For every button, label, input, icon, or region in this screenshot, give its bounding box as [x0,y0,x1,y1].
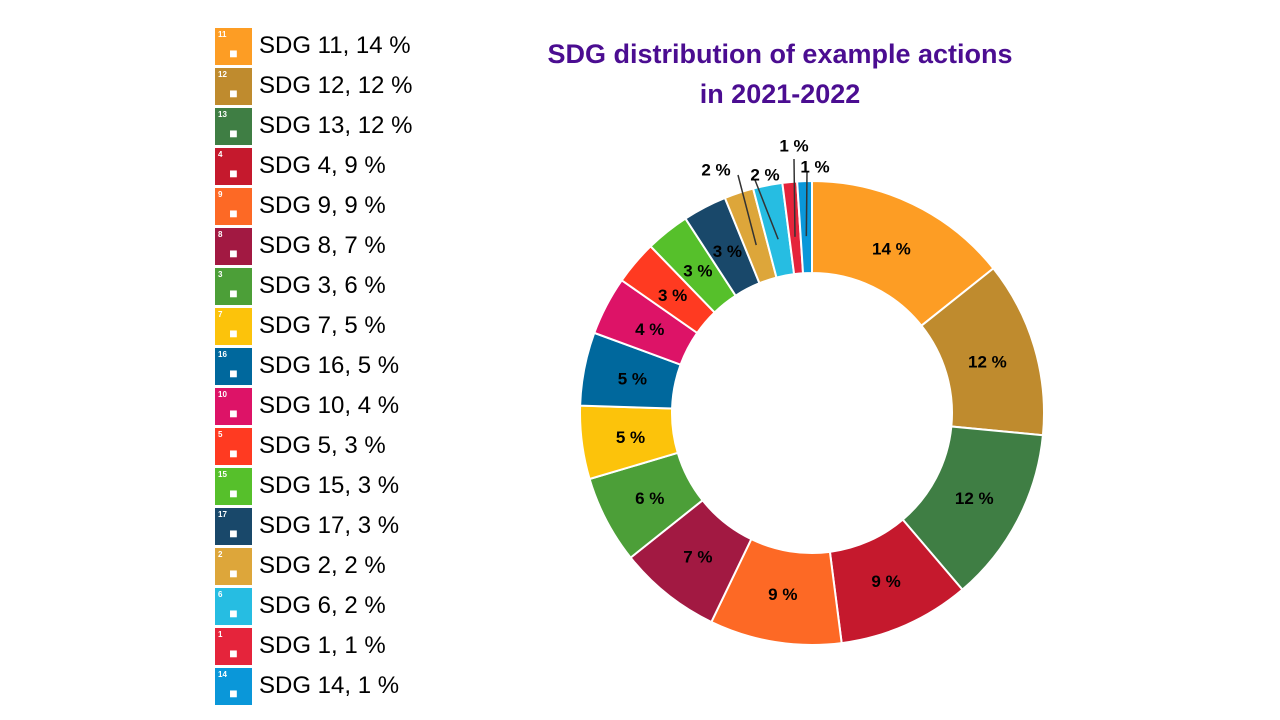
data-label: 12 % [968,352,1007,371]
sdg-goal-icon: 15 ■ [215,467,252,505]
legend-label: SDG 3, 6 % [259,272,386,299]
legend-item: 1 ■ SDG 1, 1 % [215,626,412,666]
data-label: 9 % [768,585,797,604]
legend-label: SDG 14, 1 % [259,672,400,699]
legend-label: SDG 4, 9 % [259,152,386,179]
sdg-goal-icon: 11 ■ [215,27,252,65]
sdg-goal-icon: 1 ■ [215,627,252,665]
leader-line [754,179,779,240]
data-label: 2 % [750,165,779,184]
chart-title-line-2: in 2021-2022 [699,79,861,109]
chart-title-line-1: SDG distribution of example actions [547,39,1013,69]
sdg-goal-icon: 4 ■ [215,147,252,185]
legend-item: 6 ■ SDG 6, 2 % [215,586,412,626]
leader-line [737,174,757,246]
legend-item: 8 ■ SDG 8, 7 % [215,226,412,266]
sdg-goal-icon: 17 ■ [215,507,252,545]
sdg-goal-icon: 12 ■ [215,67,252,105]
data-label: 5 % [616,428,645,447]
sdg-goal-icon: 16 ■ [215,347,252,385]
data-label: 5 % [618,370,647,389]
data-label: 6 % [635,489,664,508]
legend-item: 16 ■ SDG 16, 5 % [215,346,412,386]
legend-item: 14 ■ SDG 14, 1 % [215,666,412,706]
sdg-goal-icon: 2 ■ [215,547,252,585]
legend-label: SDG 16, 5 % [259,352,400,379]
sdg-goal-icon: 5 ■ [215,427,252,465]
data-label: 7 % [683,548,712,567]
data-label: 3 % [683,261,712,280]
leader-line [805,171,808,237]
sdg-goal-icon: 3 ■ [215,267,252,305]
legend-item: 13 ■ SDG 13, 12 % [215,106,412,146]
legend-item: 9 ■ SDG 9, 9 % [215,186,412,226]
sdg-goal-icon: 7 ■ [215,307,252,345]
legend-item: 7 ■ SDG 7, 5 % [215,306,412,346]
data-label: 12 % [955,489,994,508]
data-label: 3 % [658,286,687,305]
data-label: 4 % [635,320,664,339]
data-label: 3 % [713,242,742,261]
legend-item: 2 ■ SDG 2, 2 % [215,546,412,586]
sdg-goal-icon: 9 ■ [215,187,252,225]
data-label: 14 % [872,240,911,259]
legend-label: SDG 7, 5 % [259,312,386,339]
sdg-goal-icon: 10 ■ [215,387,252,425]
data-label: 2 % [701,160,730,179]
data-label: 1 % [800,157,829,176]
legend-label: SDG 1, 1 % [259,632,386,659]
legend-label: SDG 10, 4 % [259,392,400,419]
legend-item: 11 ■ SDG 11, 14 % [215,26,412,66]
legend-label: SDG 2, 2 % [259,552,386,579]
donut-slice [796,179,813,275]
sdg-goal-icon: 8 ■ [215,227,252,265]
legend-item: 12 ■ SDG 12, 12 % [215,66,412,106]
leader-line [793,158,796,237]
legend-item: 3 ■ SDG 3, 6 % [215,266,412,306]
legend-item: 5 ■ SDG 5, 3 % [215,426,412,466]
legend-label: SDG 6, 2 % [259,592,386,619]
legend-label: SDG 5, 3 % [259,432,386,459]
legend-label: SDG 12, 12 % [259,72,413,99]
data-label: 1 % [779,136,808,155]
legend-label: SDG 15, 3 % [259,472,400,499]
legend-label: SDG 13, 12 % [259,112,413,139]
legend-item: 17 ■ SDG 17, 3 % [215,506,412,546]
legend-label: SDG 17, 3 % [259,512,400,539]
sdg-goal-icon: 13 ■ [215,107,252,145]
legend: 11 ■ SDG 11, 14 % 12 ■ SDG 12, 12 % 13 ■ SDG 13,… [215,26,412,706]
chart-title: SDG distribution of example actions in 2… [480,34,1080,114]
data-label: 9 % [871,572,900,591]
sdg-goal-icon: 6 ■ [215,587,252,625]
legend-item: 10 ■ SDG 10, 4 % [215,386,412,426]
legend-label: SDG 9, 9 % [259,192,386,219]
legend-label: SDG 8, 7 % [259,232,386,259]
sdg-goal-icon: 14 ■ [215,667,252,705]
legend-label: SDG 11, 14 % [259,32,411,59]
legend-item: 4 ■ SDG 4, 9 % [215,146,412,186]
legend-item: 15 ■ SDG 15, 3 % [215,466,412,506]
